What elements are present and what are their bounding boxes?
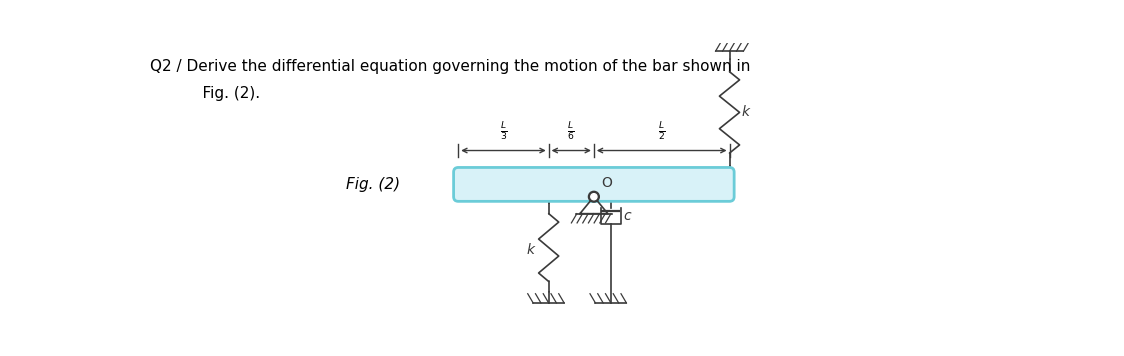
Circle shape [589, 191, 599, 202]
Text: $\frac{L}{6}$: $\frac{L}{6}$ [568, 121, 575, 143]
Text: c: c [624, 209, 631, 223]
Text: $\frac{L}{2}$: $\frac{L}{2}$ [658, 121, 665, 143]
Text: Fig. (2): Fig. (2) [346, 177, 400, 192]
Text: O: O [601, 176, 613, 190]
Circle shape [591, 194, 597, 200]
Text: Q2 / Derive the differential equation governing the motion of the bar shown in: Q2 / Derive the differential equation go… [149, 59, 750, 74]
Text: k: k [741, 105, 749, 119]
FancyBboxPatch shape [454, 167, 734, 201]
Text: Fig. (2).: Fig. (2). [183, 86, 261, 101]
Text: $\frac{L}{3}$: $\frac{L}{3}$ [499, 121, 507, 143]
Text: k: k [527, 243, 535, 257]
